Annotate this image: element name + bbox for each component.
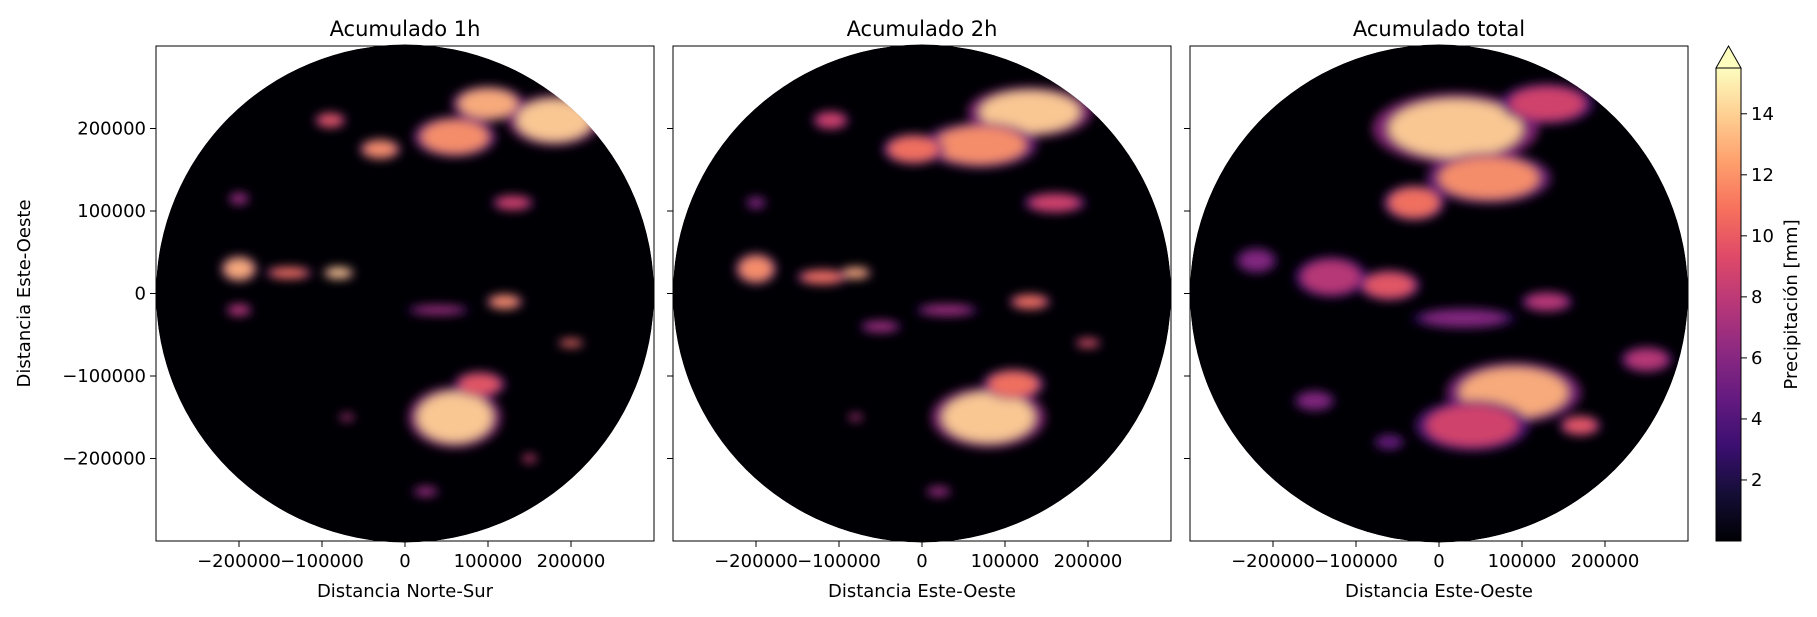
radar-domain xyxy=(156,44,654,543)
precip-cell xyxy=(230,193,248,204)
precip-cell xyxy=(415,487,437,496)
precip-cell xyxy=(270,267,308,278)
precip-cell xyxy=(523,455,536,462)
precip-cell xyxy=(1389,188,1439,218)
radar-domain xyxy=(673,44,1171,543)
x-tick-label: 200000 xyxy=(1571,551,1640,572)
panel-1: Acumulado 1h−200000 −100000 0 100000 200000−… xyxy=(14,17,655,602)
precip-cell xyxy=(1389,99,1522,158)
precip-cell xyxy=(988,371,1039,397)
x-tick-label: 200000 xyxy=(537,551,606,572)
y-tick-label: 200000 xyxy=(77,119,146,140)
precip-cell xyxy=(417,392,493,442)
colorbar-tick-label: 4 xyxy=(1751,409,1762,430)
y-tick-label: 100000 xyxy=(77,201,146,222)
colorbar-extend-arrow xyxy=(1715,44,1742,69)
y-axis-label: Distancia Este-Oeste xyxy=(14,199,35,387)
x-tick-label: −100000 xyxy=(280,551,364,572)
precip-cell xyxy=(1526,293,1568,310)
precip-cell xyxy=(228,305,250,315)
precip-cell xyxy=(490,295,520,308)
x-tick-label: 100000 xyxy=(971,551,1040,572)
precip-cell xyxy=(747,197,765,208)
x-tick-label: 100000 xyxy=(454,551,523,572)
precip-cell xyxy=(942,392,1035,442)
precip-cell xyxy=(863,321,898,332)
x-tick-label: 100000 xyxy=(1488,551,1557,572)
precip-cell xyxy=(340,414,354,421)
precip-cell xyxy=(224,258,254,280)
x-tick-label: 200000 xyxy=(1054,551,1123,572)
x-tick-label: 0 xyxy=(399,551,410,572)
precip-cell xyxy=(801,270,844,284)
x-axis-label: Distancia Norte-Sur xyxy=(317,581,494,602)
x-axis-label: Distancia Este-Oeste xyxy=(1345,581,1533,602)
colorbar-label: Precipitación [mm] xyxy=(1781,219,1802,389)
precip-cell xyxy=(849,414,862,421)
precip-cell xyxy=(363,140,397,158)
panel-title: Acumulado 1h xyxy=(330,17,481,41)
panel-title: Acumulado 2h xyxy=(847,17,998,41)
precip-cell xyxy=(1077,339,1099,347)
precip-cell xyxy=(458,89,518,119)
precip-cell xyxy=(1625,349,1668,370)
precip-cell xyxy=(496,196,530,209)
precip-cell xyxy=(1563,417,1597,434)
precip-cell xyxy=(980,91,1080,133)
y-tick-label: −100000 xyxy=(62,366,146,387)
colorbar-frame xyxy=(1715,68,1742,542)
y-tick-label: 0 xyxy=(135,284,146,305)
x-tick-label: 0 xyxy=(1433,551,1444,572)
panel-3: Acumulado total −200000 −100000 0 100000 2000… xyxy=(1184,17,1689,602)
precip-cell xyxy=(928,487,949,496)
precip-cell xyxy=(1302,260,1361,294)
x-tick-label: −100000 xyxy=(1314,551,1398,572)
precip-cell xyxy=(1376,435,1402,449)
x-tick-label: −200000 xyxy=(197,551,281,572)
colorbar-tick-label: 12 xyxy=(1751,165,1774,186)
precip-cell xyxy=(1297,392,1332,409)
precip-cell xyxy=(458,373,501,395)
precip-cell xyxy=(888,136,939,162)
precip-cell xyxy=(326,267,352,278)
x-tick-label: −200000 xyxy=(1231,551,1315,572)
precip-cell xyxy=(843,267,869,278)
precip-cell xyxy=(934,126,1026,164)
x-axis-label: Distancia Este-Oeste xyxy=(828,581,1016,602)
radar-domain xyxy=(1190,44,1688,543)
precip-cell xyxy=(1422,310,1506,327)
precip-cell xyxy=(816,112,846,128)
precip-cell xyxy=(560,339,582,347)
precip-cell xyxy=(1364,272,1415,298)
colorbar-tick-label: 14 xyxy=(1751,104,1774,125)
colorbar-tick-label: 2 xyxy=(1751,470,1762,491)
precip-cell xyxy=(922,305,972,315)
precip-cell xyxy=(1426,404,1518,447)
precip-cell xyxy=(1239,250,1273,271)
precip-cell xyxy=(1439,157,1539,199)
y-tick-label: −200000 xyxy=(62,449,146,470)
x-tick-label: −200000 xyxy=(714,551,798,572)
precip-cell xyxy=(1029,194,1080,211)
precip-cell xyxy=(1509,87,1585,121)
colorbar-gradient xyxy=(1716,68,1741,541)
precip-cell xyxy=(413,305,464,315)
precip-cell xyxy=(739,256,773,282)
colorbar: 2 4 6 8 10 12 14 Precipitación [mm] xyxy=(1715,44,1802,542)
colorbar-tick-label: 8 xyxy=(1751,287,1762,308)
colorbar-tick-label: 6 xyxy=(1751,348,1762,369)
x-tick-label: −100000 xyxy=(797,551,881,572)
precip-cell xyxy=(421,120,488,154)
x-tick-label: 0 xyxy=(916,551,927,572)
precip-cell xyxy=(1013,295,1047,308)
precip-cell xyxy=(317,114,343,127)
colorbar-tick-label: 10 xyxy=(1751,226,1774,247)
panel-2: Acumulado 2h −200000 −100000 0 100000 200000 D… xyxy=(667,17,1172,602)
panel-title: Acumulado total xyxy=(1353,17,1525,41)
precip-cell xyxy=(517,99,592,141)
